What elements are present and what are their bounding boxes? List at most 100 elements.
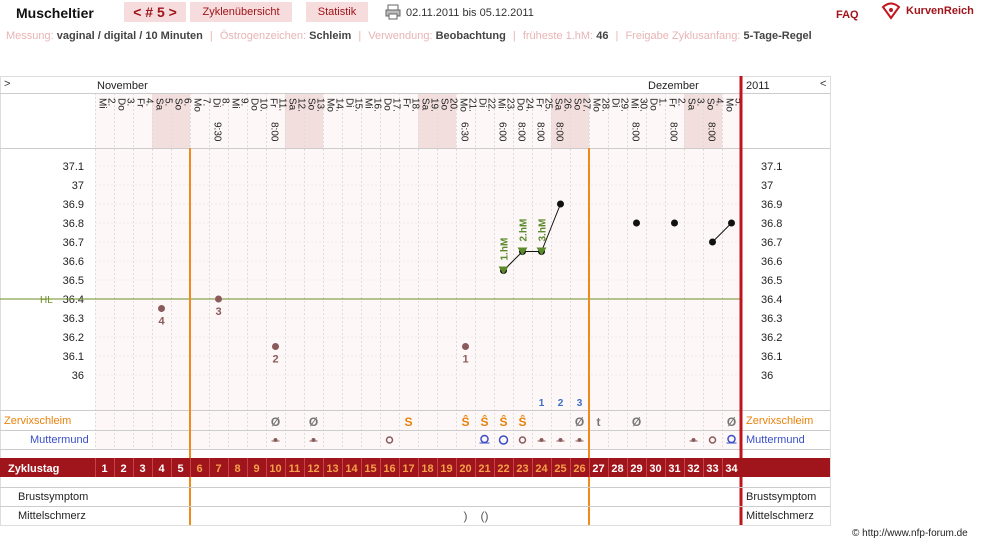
temp-point	[728, 219, 735, 227]
cycle-day-number: 19	[440, 463, 452, 475]
cycle-day-number: 16	[383, 463, 395, 475]
cycle-day-number: 1	[101, 463, 107, 475]
higher-measurement-marker	[517, 247, 528, 256]
midcycle-pain-symbol: )	[464, 509, 468, 523]
midcycle-pain-symbol: ()	[481, 509, 489, 523]
cervical-mucus-symbol: Ŝ	[480, 414, 488, 429]
day-weekday-label: Mo	[192, 98, 203, 112]
midcycle-pain-label: Mittelschmerz	[746, 510, 814, 522]
y-tick-left: 36.4	[63, 294, 84, 306]
cervix-label: Muttermund	[30, 434, 89, 446]
tab-cycle-overview[interactable]: Zyklenübersicht	[190, 2, 292, 22]
weekend-shade	[171, 93, 190, 148]
weekend-shade	[437, 93, 456, 148]
usage-label: Verwendung:	[368, 30, 433, 42]
tab-statistics[interactable]: Statistik	[306, 2, 368, 22]
nav-prev-arrow[interactable]: >	[4, 78, 10, 90]
day-date-label: 19.	[429, 98, 440, 112]
cycle-day-number: 20	[459, 463, 471, 475]
day-date-label: 11.	[277, 98, 288, 111]
kurvenreich-logo-icon	[881, 2, 901, 20]
day-weekday-label: Do	[249, 98, 260, 111]
cycle-day-number: 14	[345, 463, 358, 475]
y-tick-left: 36.6	[63, 256, 84, 268]
cycle-day-number: 8	[234, 463, 240, 475]
day-date-label: 9.	[239, 98, 250, 106]
cervix-label: Muttermund	[746, 434, 805, 446]
cycle-day-number: 26	[573, 463, 585, 475]
weekend-shade	[703, 93, 722, 148]
day-date-label: 26.	[562, 98, 573, 112]
day-date-label: 5.	[163, 98, 174, 106]
day-weekday-label: Mo	[458, 98, 469, 112]
cycle-day-number: 32	[687, 463, 699, 475]
higher-measurement-marker	[498, 266, 509, 275]
cycle-day-number: 23	[516, 463, 528, 475]
day-date-label: 5.	[733, 98, 744, 106]
day-weekday-label: So	[705, 98, 716, 111]
day-date-label: 15.	[353, 98, 364, 112]
day-weekday-label: Mo	[591, 98, 602, 112]
day-weekday-label: Sa	[553, 98, 564, 111]
day-date-label: 8.	[220, 98, 231, 106]
measure-time-label: 8:00	[668, 122, 679, 142]
day-date-label: 30.	[638, 98, 649, 112]
measure-time-label: 6:00	[497, 122, 508, 142]
cycle-day-number: 10	[269, 463, 281, 475]
day-date-label: 1.	[657, 98, 668, 106]
day-weekday-label: Sa	[154, 98, 165, 111]
day-weekday-label: Mi	[363, 98, 374, 109]
y-tick-right: 36.9	[761, 199, 782, 211]
estrogen-label: Östrogenzeichen:	[219, 30, 307, 42]
excluded-temp-point	[272, 343, 279, 350]
higher-measurement-label: 2.hM	[519, 219, 530, 242]
weekend-shade	[285, 93, 304, 148]
day-weekday-label: Fr	[135, 98, 146, 108]
y-tick-right: 37	[761, 180, 773, 192]
higher-measurement-label: 3.hM	[538, 219, 549, 242]
higher-measurement-label: 1.hM	[500, 238, 511, 261]
day-date-label: 4.	[714, 98, 725, 106]
y-tick-left: 36.1	[63, 351, 84, 363]
day-weekday-label: Fr	[401, 98, 412, 108]
day-weekday-label: Fr	[667, 98, 678, 108]
y-tick-right: 36.7	[761, 237, 782, 249]
cervical-mucus-symbol: Ŝ	[499, 414, 507, 429]
day-date-label: 27.	[581, 98, 592, 112]
day-weekday-label: Fr	[534, 98, 545, 108]
cervical-mucus-label: Zervixschleim	[746, 415, 813, 427]
count-label: 1	[539, 398, 545, 409]
day-date-label: 3.	[125, 98, 136, 106]
day-weekday-label: Di	[610, 98, 621, 107]
printer-icon[interactable]	[385, 4, 401, 20]
weekend-shade	[418, 93, 437, 148]
nav-next-arrow[interactable]: <	[820, 78, 826, 90]
cycle-day-number: 18	[421, 463, 433, 475]
cervical-mucus-symbol: t	[597, 415, 601, 429]
day-weekday-label: Mi	[496, 98, 507, 109]
day-weekday-label: So	[306, 98, 317, 111]
day-weekday-label: Mi	[230, 98, 241, 109]
copyright-footer: © http://www.nfp-forum.de	[852, 528, 968, 539]
day-date-label: 29.	[619, 98, 630, 112]
cervix-symbol	[708, 436, 717, 444]
cycle-switcher[interactable]: < # 5 >	[124, 2, 186, 22]
day-date-label: 21.	[467, 98, 478, 112]
measure-time-label: 8:00	[554, 122, 565, 142]
y-tick-left: 36.7	[63, 237, 84, 249]
day-weekday-label: So	[173, 98, 184, 111]
day-date-label: 10.	[258, 98, 269, 112]
cervical-mucus-symbol: Ø	[309, 415, 318, 429]
cycle-day-number: 25	[554, 463, 566, 475]
day-date-label: 28.	[600, 98, 611, 112]
day-weekday-label: Di	[344, 98, 355, 107]
day-date-label: 20.	[448, 98, 459, 112]
year-label: 2011	[746, 80, 770, 92]
cycle-day-number: 7	[215, 463, 221, 475]
faq-link[interactable]: FAQ	[836, 9, 859, 21]
breast-symptom-label: Brustsymptom	[746, 491, 816, 503]
higher-measurement-marker	[536, 247, 547, 256]
brand-name: KurvenReich	[906, 5, 974, 17]
weekend-shade	[304, 93, 323, 148]
